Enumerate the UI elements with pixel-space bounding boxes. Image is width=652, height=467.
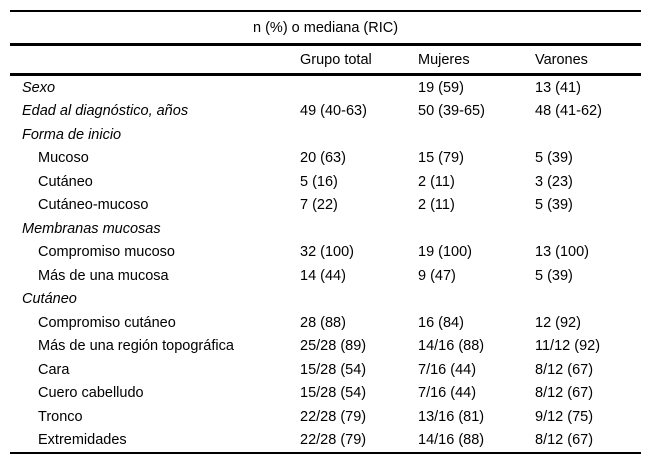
cell-varones (535, 288, 641, 312)
cell-grupo-total (300, 217, 418, 241)
cell-grupo-total: 5 (16) (300, 173, 338, 190)
cell-varones: 8/12 (67) (535, 361, 594, 378)
row-label: Compromiso cutáneo (38, 314, 176, 331)
cell-mujeres: 13/16 (81) (418, 408, 485, 425)
row-label: Tronco (38, 408, 83, 425)
cell-mujeres: 19 (100) (418, 244, 473, 261)
table-row-mas-de-una-mucosa: Más de una mucosa 14 (44) 9 (47) 5 (39) (10, 264, 641, 288)
cell-varones: 5 (39) (535, 150, 573, 167)
row-label: Sexo (22, 79, 56, 96)
row-label: Más de una mucosa (38, 267, 169, 284)
table-row-cara: Cara 15/28 (54) 7/16 (44) 8/12 (67) (10, 358, 641, 382)
row-label: Cuero cabelludo (38, 385, 144, 402)
table-row-edad: Edad al diagnóstico, años 49 (40-63) 50 … (10, 100, 641, 124)
row-label: Cara (38, 361, 70, 378)
row-label: Membranas mucosas (22, 220, 161, 237)
table-row-sexo: Sexo 19 (59) 13 (41) (10, 75, 641, 100)
cell-mujeres: 14/16 (88) (418, 428, 535, 454)
row-label: Mucoso (38, 150, 89, 167)
cell-grupo-total (300, 123, 418, 147)
cell-varones: 48 (41-62) (535, 103, 602, 120)
cell-varones: 5 (39) (535, 197, 573, 214)
cell-mujeres: 2 (11) (418, 173, 455, 190)
table-row-cutaneo-inicio: Cutáneo 5 (16) 2 (11) 3 (23) (10, 170, 641, 194)
cell-mujeres: 19 (59) (418, 79, 464, 96)
row-label: Extremidades (10, 428, 300, 454)
table-row-compromiso-mucoso: Compromiso mucoso 32 (100) 19 (100) 13 (… (10, 241, 641, 265)
statistics-table-container: n (%) o mediana (RIC) Grupo total Mujere… (10, 10, 642, 454)
cell-varones (535, 123, 641, 147)
cell-mujeres: 14/16 (88) (418, 338, 485, 355)
cell-varones (535, 217, 641, 241)
cell-grupo-total: 22/28 (79) (300, 428, 418, 454)
cell-mujeres: 7/16 (44) (418, 361, 477, 378)
cell-grupo-total: 25/28 (89) (300, 338, 367, 355)
table-row-mucoso: Mucoso 20 (63) 15 (79) 5 (39) (10, 147, 641, 171)
table-header-row: Grupo total Mujeres Varones (10, 44, 642, 76)
cell-mujeres (418, 217, 535, 241)
cell-grupo-total: 49 (40-63) (300, 103, 367, 120)
cell-mujeres: 9 (47) (418, 267, 456, 284)
table-row-forma-de-inicio: Forma de inicio (10, 123, 641, 147)
cell-grupo-total: 14 (44) (300, 267, 346, 284)
table-row-cutaneo-seccion: Cutáneo (10, 288, 641, 312)
cell-varones: 9/12 (75) (535, 408, 594, 425)
cell-mujeres: 16 (84) (418, 314, 464, 331)
column-header-mujeres: Mujeres (418, 44, 535, 76)
table-row-cuero-cabelludo: Cuero cabelludo 15/28 (54) 7/16 (44) 8/1… (10, 382, 641, 406)
cell-mujeres: 50 (39-65) (418, 103, 485, 120)
table-row-mas-de-una-region: Más de una región topográfica 25/28 (89)… (10, 335, 641, 359)
cell-varones: 11/12 (92) (535, 338, 601, 355)
cell-mujeres: 15 (79) (418, 150, 464, 167)
row-label: Cutáneo-mucoso (38, 197, 149, 214)
cell-varones: 3 (23) (535, 173, 573, 190)
table-caption: n (%) o mediana (RIC) (10, 10, 642, 46)
table-row-membranas-mucosas: Membranas mucosas (10, 217, 641, 241)
cell-grupo-total (300, 75, 418, 100)
column-header-varones: Varones (535, 44, 642, 76)
cell-grupo-total: 22/28 (79) (300, 408, 367, 425)
cell-mujeres (418, 288, 535, 312)
column-header-grupo-total: Grupo total (300, 44, 418, 76)
row-label: Cutáneo (38, 173, 93, 190)
cell-varones: 8/12 (67) (535, 385, 594, 402)
cell-grupo-total: 15/28 (54) (300, 361, 367, 378)
row-label: Edad al diagnóstico, años (22, 103, 189, 120)
table-row-compromiso-cutaneo: Compromiso cutáneo 28 (88) 16 (84) 12 (9… (10, 311, 641, 335)
cell-mujeres: 7/16 (44) (418, 385, 477, 402)
row-label: Compromiso mucoso (38, 244, 175, 261)
cell-varones: 5 (39) (535, 267, 573, 284)
cell-grupo-total: 15/28 (54) (300, 385, 367, 402)
table-caption-row: n (%) o mediana (RIC) (10, 10, 642, 46)
cell-grupo-total: 7 (22) (300, 197, 338, 214)
cell-varones: 8/12 (67) (535, 428, 642, 454)
cell-varones: 13 (100) (535, 244, 590, 261)
cell-varones: 13 (41) (535, 79, 581, 96)
row-label: Cutáneo (22, 291, 77, 308)
cell-grupo-total: 28 (88) (300, 314, 346, 331)
cell-mujeres: 2 (11) (418, 197, 455, 214)
row-label: Forma de inicio (22, 126, 122, 143)
statistics-table: n (%) o mediana (RIC) Grupo total Mujere… (10, 10, 642, 454)
cell-grupo-total: 32 (100) (300, 244, 355, 261)
cell-grupo-total (300, 288, 418, 312)
table-row-extremidades: Extremidades 22/28 (79) 14/16 (88) 8/12 … (10, 428, 642, 454)
cell-varones: 12 (92) (535, 314, 581, 331)
table-row-cutaneo-mucoso: Cutáneo-mucoso 7 (22) 2 (11) 5 (39) (10, 194, 641, 218)
row-label: Más de una región topográfica (38, 338, 234, 355)
cell-grupo-total: 20 (63) (300, 150, 346, 167)
cell-mujeres (418, 123, 535, 147)
column-header-label (10, 44, 300, 76)
table-row-tronco: Tronco 22/28 (79) 13/16 (81) 9/12 (75) (10, 405, 641, 429)
